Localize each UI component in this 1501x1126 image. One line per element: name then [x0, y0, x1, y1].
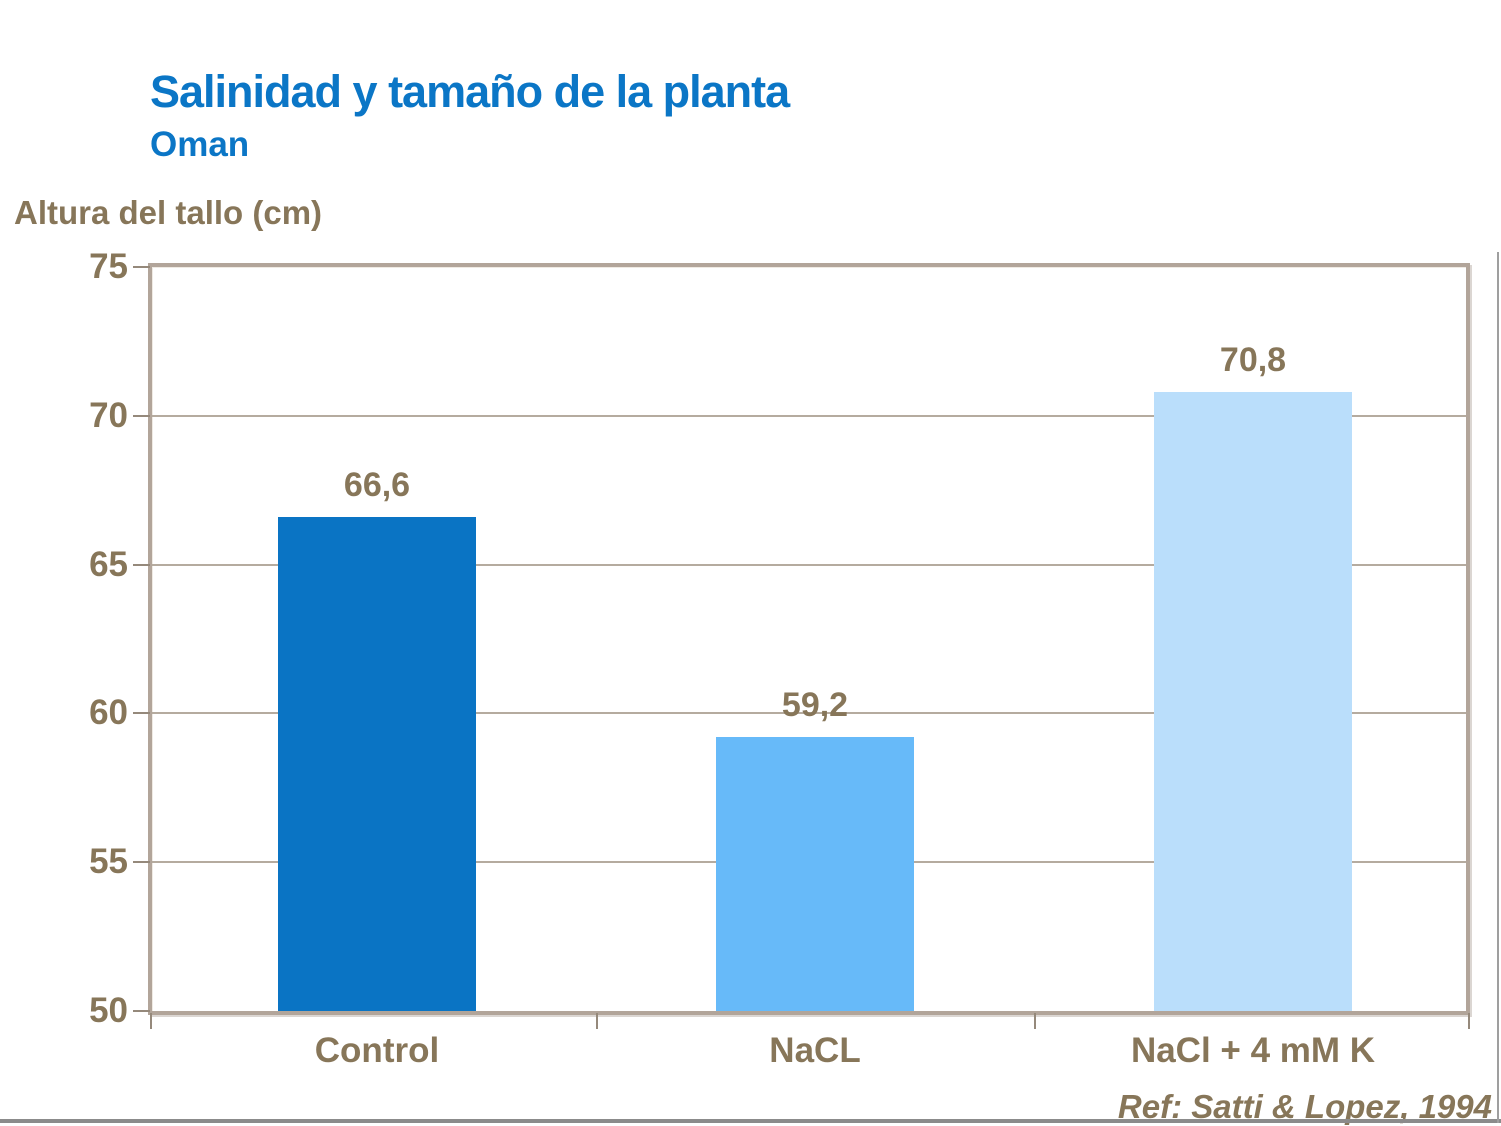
y-tick-mark-50 [133, 1010, 150, 1012]
y-tick-label-70: 70 [89, 395, 128, 435]
gridline-65 [152, 563, 1466, 566]
gridline-60 [152, 712, 1466, 715]
right-edge-divider [1497, 252, 1499, 1123]
y-tick-mark-55 [133, 861, 150, 864]
bar-nacl-4-mm-k [1154, 391, 1352, 1011]
x-tick-label-nacl-4-mm-k: NaCl + 4 mM K [1130, 1031, 1376, 1070]
bar-nacl [716, 737, 914, 1011]
bottom-divider [0, 1119, 1501, 1123]
y-tick-label-75: 75 [89, 247, 128, 286]
y-tick-label-65: 65 [89, 544, 128, 584]
x-tick-label-nacl: NaCL [769, 1031, 861, 1070]
bar-control [278, 516, 476, 1011]
y-tick-mark-75 [133, 266, 150, 268]
y-tick-mark-60 [133, 712, 150, 715]
y-tick-label-50: 50 [89, 991, 128, 1030]
reference-credit: Ref: Satti & Lopez, 1994 [1117, 1088, 1492, 1125]
value-label-nacl-4-mm-k: 70,8 [1219, 340, 1287, 379]
y-tick-mark-65 [133, 563, 150, 566]
y-tick-label-55: 55 [89, 842, 128, 882]
gridline-70 [152, 414, 1466, 417]
x-tick-mark-0 [150, 1013, 152, 1029]
x-tick-mark-3 [1468, 1013, 1470, 1029]
chart-subtitle: Oman [150, 125, 250, 164]
x-tick-mark-2 [1034, 1013, 1036, 1029]
x-tick-label-control: Control [314, 1031, 440, 1070]
value-label-control: 66,6 [343, 465, 411, 504]
y-tick-mark-70 [133, 414, 150, 417]
x-tick-mark-1 [596, 1013, 598, 1029]
y-axis-title: Altura del tallo (cm) [14, 194, 323, 231]
chart-title: Salinidad y tamaño de la planta [150, 66, 790, 117]
y-tick-label-60: 60 [89, 693, 128, 733]
value-label-nacl: 59,2 [781, 686, 849, 725]
